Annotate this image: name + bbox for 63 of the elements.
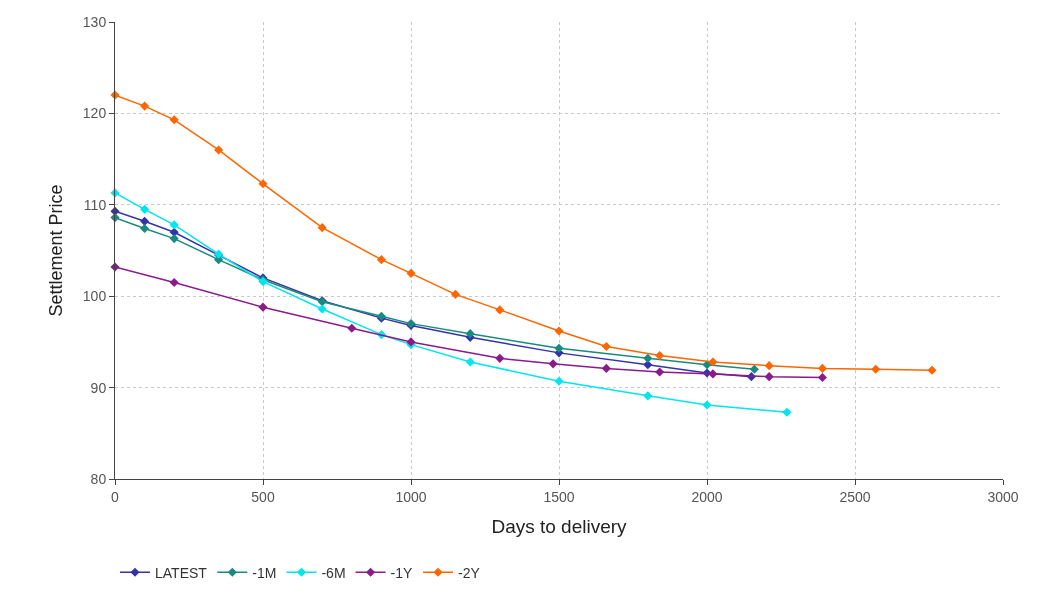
legend-label: -2Y — [458, 564, 481, 581]
point — [317, 304, 327, 314]
point — [655, 367, 665, 377]
point — [258, 179, 268, 189]
y-tick-label: 100 — [82, 288, 107, 305]
point — [347, 323, 357, 333]
point — [817, 363, 827, 373]
legend-label: LATEST — [155, 564, 208, 581]
legend-label: -6M — [321, 564, 346, 581]
point — [782, 407, 792, 417]
point — [465, 357, 475, 367]
legend-label: -1Y — [390, 564, 414, 581]
point — [554, 376, 564, 386]
point — [702, 360, 712, 370]
point — [406, 268, 416, 278]
point — [554, 326, 564, 336]
x-tick-label: 1500 — [543, 488, 575, 505]
point — [140, 216, 150, 226]
point — [169, 220, 179, 230]
point — [495, 353, 505, 363]
y-tick-label: 110 — [83, 196, 107, 213]
point — [764, 361, 774, 371]
x-tick-label: 2500 — [839, 488, 871, 505]
x-tick-label: 3000 — [987, 488, 1019, 505]
legend-label: -1M — [252, 564, 277, 581]
x-tick-label: 0 — [111, 488, 120, 505]
y-axis-title: Settlement Price — [46, 184, 67, 317]
x-tick-label: 2000 — [691, 488, 723, 505]
point — [817, 373, 827, 383]
point — [643, 360, 653, 370]
y-tick-label: 90 — [90, 379, 107, 396]
point — [643, 391, 653, 401]
point — [655, 351, 665, 361]
point — [214, 145, 224, 155]
x-axis-title: Days to delivery — [491, 515, 628, 537]
point — [554, 343, 564, 353]
point — [764, 372, 774, 382]
point — [643, 353, 653, 363]
point — [708, 357, 718, 367]
point — [140, 101, 150, 111]
point — [702, 400, 712, 410]
y-tick-label: 130 — [82, 13, 107, 30]
point — [140, 204, 150, 214]
point — [749, 364, 759, 374]
point — [548, 359, 558, 369]
point — [169, 277, 179, 288]
point — [601, 341, 611, 352]
point — [450, 289, 460, 299]
x-tick-label: 1000 — [395, 488, 427, 505]
point — [871, 364, 881, 374]
x-tick-label: 500 — [251, 488, 275, 505]
point — [376, 255, 386, 265]
y-tick-label: 80 — [90, 470, 107, 487]
point — [258, 302, 268, 312]
point — [169, 234, 179, 244]
point — [601, 363, 611, 373]
point — [927, 365, 937, 375]
point — [169, 115, 179, 125]
point — [140, 224, 150, 234]
point — [495, 305, 505, 315]
y-tick-label: 120 — [82, 105, 107, 122]
point — [708, 369, 718, 379]
point — [317, 223, 327, 233]
